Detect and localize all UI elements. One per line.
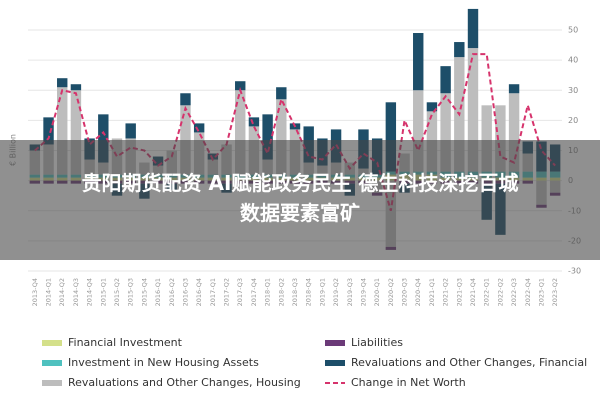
x-tick-label: 2021-Q2 [442,278,450,306]
x-tick-label: 2016-Q3 [181,278,189,306]
bar [440,66,451,94]
x-tick-label: 2017-Q3 [236,278,244,306]
x-tick-label: 2020-Q2 [387,278,395,306]
x-tick-label: 2014-Q4 [86,278,94,306]
x-tick-label: 2015-Q1 [99,278,107,306]
legend-swatch [325,340,345,346]
bar [235,90,246,175]
x-tick-label: 2022-Q2 [496,278,504,306]
legend-swatch [42,380,62,386]
bar [426,102,438,112]
x-tick-label: 2015-Q3 [127,278,135,306]
legend-swatch [42,340,62,346]
x-tick-label: 2014-Q3 [72,278,80,306]
y-tick-label: 20 [568,116,578,125]
x-tick-label: 2018-Q3 [291,278,299,306]
y-tick-label: -30 [568,267,581,276]
bar [57,78,68,88]
legend-label: Revaluations and Other Changes, Housing [68,376,301,389]
x-tick-label: 2016-Q4 [195,278,203,306]
bar [508,93,520,172]
overlay-text: 贵阳期货配资 AI赋能政务民生 德生科技深挖百城数据要素富矿 [82,171,519,225]
bar [413,33,424,91]
bar [495,105,506,172]
bar [481,105,492,172]
bar [180,105,191,175]
bar [98,114,109,163]
bar [454,42,465,58]
bar [413,90,424,172]
x-tick-label: 2021-Q1 [428,278,436,306]
y-tick-label: 40 [568,56,578,65]
legend-label: Liabilities [351,336,403,349]
bar [508,84,520,94]
bar [235,81,246,91]
x-tick-label: 2021-Q3 [455,278,463,306]
x-tick-label: 2015-Q2 [113,278,121,306]
x-tick-label: 2017-Q4 [250,278,258,306]
x-tick-label: 2020-Q3 [401,278,409,306]
legend-label: Revaluations and Other Changes, Financia… [351,356,587,369]
x-tick-label: 2018-Q2 [277,278,285,306]
x-tick-label: 2020-Q1 [373,278,381,306]
x-tick-label: 2022-Q1 [483,278,491,306]
x-tick-label: 2015-Q4 [140,278,148,306]
bar [125,123,136,139]
bar [57,87,68,175]
legend-swatch [42,360,62,366]
x-tick-label: 2019-Q3 [346,278,354,306]
bar [248,117,260,127]
bar [262,114,273,160]
x-tick-label: 2019-Q4 [359,278,367,306]
x-tick-label: 2019-Q2 [332,278,340,306]
x-tick-label: 2016-Q1 [154,278,162,306]
bar [43,117,54,145]
bar [467,8,479,49]
bar [180,93,191,106]
bar [276,99,287,175]
x-tick-label: 2022-Q4 [524,278,532,306]
x-tick-label: 2014-Q1 [45,278,53,306]
bar [467,48,479,172]
x-tick-label: 2018-Q1 [264,278,272,306]
x-tick-label: 2017-Q1 [209,278,217,306]
x-tick-label: 2020-Q4 [414,278,422,306]
x-tick-label: 2018-Q4 [305,278,313,306]
y-tick-label: 50 [568,26,578,35]
x-tick-label: 2022-Q3 [510,278,518,306]
bar [70,84,82,91]
bar [276,87,287,100]
x-tick-label: 2014-Q2 [58,278,66,306]
x-tick-label: 2017-Q2 [223,278,231,306]
bar [440,93,451,172]
bar [70,90,82,175]
x-tick-label: 2016-Q2 [168,278,176,306]
x-tick-label: 2023-Q1 [537,278,545,306]
x-tick-label: 2013-Q4 [31,278,39,306]
legend-swatch [325,360,345,366]
y-tick-label: 30 [568,86,578,95]
bar [385,102,397,172]
x-tick-label: 2023-Q2 [551,278,559,306]
bar [193,123,205,133]
legend-label: Financial Investment [68,336,183,349]
x-tick-label: 2021-Q4 [469,278,477,306]
overlay-banner [0,140,600,260]
x-tick-label: 2019-Q1 [318,278,326,306]
legend-label: Investment in New Housing Assets [68,356,259,369]
legend-label: Change in Net Worth [351,376,466,389]
